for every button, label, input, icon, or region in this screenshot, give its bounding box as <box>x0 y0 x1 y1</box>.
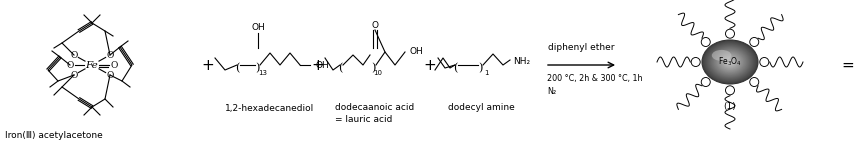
Ellipse shape <box>703 41 757 83</box>
Ellipse shape <box>726 86 734 95</box>
Ellipse shape <box>712 48 747 76</box>
Ellipse shape <box>691 58 700 66</box>
Text: dodecaanoic acid: dodecaanoic acid <box>335 104 414 112</box>
Ellipse shape <box>711 47 749 77</box>
Ellipse shape <box>722 55 739 69</box>
Text: OH: OH <box>315 60 329 69</box>
Text: = lauric acid: = lauric acid <box>335 115 393 125</box>
Ellipse shape <box>710 47 750 77</box>
Ellipse shape <box>728 60 733 64</box>
Ellipse shape <box>725 58 734 66</box>
Text: Fe$_3$O$_4$: Fe$_3$O$_4$ <box>718 56 742 68</box>
Text: Iron(Ⅲ) acetylacetone: Iron(Ⅲ) acetylacetone <box>5 131 103 139</box>
Text: O: O <box>66 60 74 69</box>
Text: ): ) <box>255 63 259 73</box>
Ellipse shape <box>760 58 769 66</box>
Ellipse shape <box>708 44 752 80</box>
Text: (: ( <box>453 63 457 73</box>
Ellipse shape <box>720 54 740 70</box>
Ellipse shape <box>704 41 756 83</box>
Ellipse shape <box>706 43 754 81</box>
Ellipse shape <box>701 38 710 46</box>
Ellipse shape <box>724 58 735 66</box>
Ellipse shape <box>702 40 758 84</box>
Ellipse shape <box>712 50 731 61</box>
Ellipse shape <box>726 29 734 38</box>
Text: O: O <box>110 60 118 69</box>
Text: (: ( <box>338 63 342 73</box>
Text: (1): (1) <box>723 101 736 111</box>
Text: +: + <box>312 58 325 73</box>
Text: dodecyl amine: dodecyl amine <box>448 104 515 112</box>
Text: 1,2-hexadecanediol: 1,2-hexadecanediol <box>225 104 314 112</box>
Text: 1: 1 <box>484 70 488 76</box>
Text: 200 °C, 2h & 300 °C, 1h: 200 °C, 2h & 300 °C, 1h <box>547 74 643 83</box>
Ellipse shape <box>717 52 743 72</box>
Ellipse shape <box>707 44 753 80</box>
Ellipse shape <box>750 77 758 87</box>
Ellipse shape <box>710 46 751 78</box>
Text: N₂: N₂ <box>547 87 556 96</box>
Text: 13: 13 <box>259 70 267 76</box>
Text: ): ) <box>371 63 375 73</box>
Ellipse shape <box>715 50 745 74</box>
Ellipse shape <box>701 77 710 87</box>
Text: ): ) <box>478 63 482 73</box>
Text: Fe: Fe <box>86 60 99 69</box>
Text: O: O <box>70 51 77 59</box>
Text: O: O <box>371 21 379 31</box>
Text: diphenyl ether: diphenyl ether <box>548 42 615 52</box>
Text: OH: OH <box>410 48 423 56</box>
Text: O: O <box>107 51 113 59</box>
Ellipse shape <box>723 57 736 67</box>
Text: O: O <box>70 70 77 80</box>
Text: OH: OH <box>251 24 265 32</box>
Ellipse shape <box>728 60 732 63</box>
Ellipse shape <box>719 53 741 71</box>
Text: (: ( <box>235 63 239 73</box>
Text: +: + <box>202 58 215 73</box>
Ellipse shape <box>722 56 738 68</box>
Ellipse shape <box>718 52 742 72</box>
Text: NH₂: NH₂ <box>513 58 530 66</box>
Text: =: = <box>842 58 855 73</box>
Ellipse shape <box>721 55 740 69</box>
Ellipse shape <box>709 45 752 79</box>
Ellipse shape <box>713 49 746 75</box>
Ellipse shape <box>704 42 755 82</box>
Ellipse shape <box>750 38 758 46</box>
Ellipse shape <box>726 59 734 65</box>
Text: O: O <box>107 70 113 80</box>
Ellipse shape <box>716 51 744 73</box>
Text: +: + <box>423 58 436 73</box>
Ellipse shape <box>729 61 731 63</box>
Ellipse shape <box>714 49 746 74</box>
Text: 10: 10 <box>374 70 382 76</box>
